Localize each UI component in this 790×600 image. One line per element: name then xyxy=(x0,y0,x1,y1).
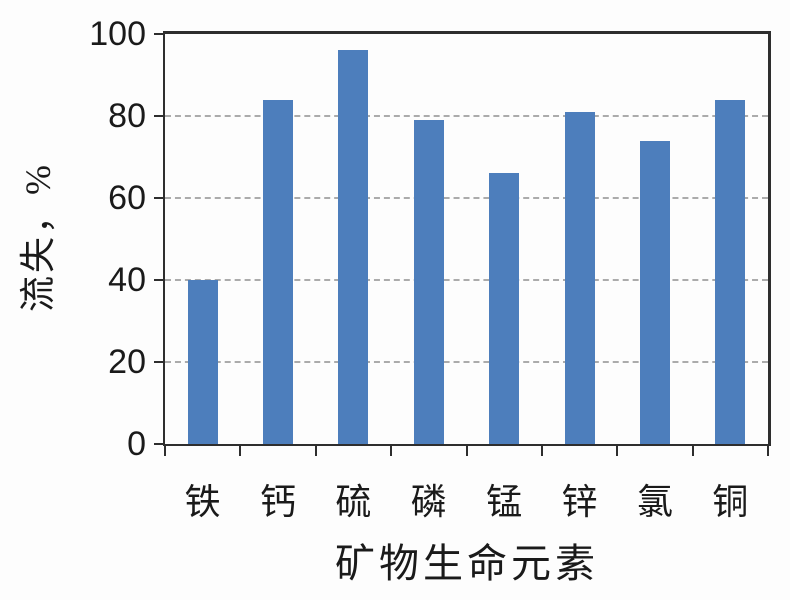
y-tick-label: 40 xyxy=(108,261,146,299)
x-category-label: 氯 xyxy=(636,482,673,522)
y-tick-mark xyxy=(154,115,163,117)
y-tick-mark xyxy=(154,443,163,445)
chart-bar xyxy=(489,173,520,444)
y-tick-label: 60 xyxy=(108,179,146,217)
y-tick-mark xyxy=(154,197,163,199)
x-category-label: 铜 xyxy=(712,482,749,522)
x-category-label: 磷 xyxy=(410,482,447,522)
x-category-label: 铁 xyxy=(184,482,221,522)
y-tick-mark xyxy=(154,33,163,35)
y-tick-label: 100 xyxy=(89,15,146,53)
chart-bar xyxy=(639,140,670,444)
x-tick-mark xyxy=(767,445,769,456)
x-axis-title: 矿物生命元素 xyxy=(335,541,599,586)
plot-area xyxy=(163,31,771,446)
x-category-label: 硫 xyxy=(335,482,372,522)
chart-bar xyxy=(263,99,294,444)
x-tick-mark xyxy=(314,445,317,456)
x-tick-mark xyxy=(691,445,694,456)
chart-bar xyxy=(413,120,444,444)
gridline xyxy=(165,115,768,117)
y-tick-mark xyxy=(154,279,163,281)
x-tick-mark xyxy=(164,445,166,456)
x-category-label: 锌 xyxy=(561,482,598,522)
y-tick-label: 20 xyxy=(108,343,146,381)
chart-bar xyxy=(338,50,369,444)
gridline xyxy=(165,361,768,363)
x-tick-mark xyxy=(390,445,393,456)
y-tick-mark xyxy=(154,361,163,363)
chart-bar xyxy=(187,280,218,444)
x-tick-mark xyxy=(616,445,619,456)
x-tick-mark xyxy=(465,445,468,456)
y-tick-label: 80 xyxy=(108,97,146,135)
chart-bar xyxy=(715,99,746,444)
gridline xyxy=(165,197,768,199)
y-axis-title: 流失，% xyxy=(18,162,58,312)
gridline xyxy=(165,279,768,281)
x-category-label: 钙 xyxy=(260,482,297,522)
x-tick-mark xyxy=(239,445,242,456)
chart-bar xyxy=(564,111,595,444)
x-tick-mark xyxy=(540,445,543,456)
y-tick-label: 0 xyxy=(127,425,146,463)
x-category-label: 锰 xyxy=(486,482,523,522)
